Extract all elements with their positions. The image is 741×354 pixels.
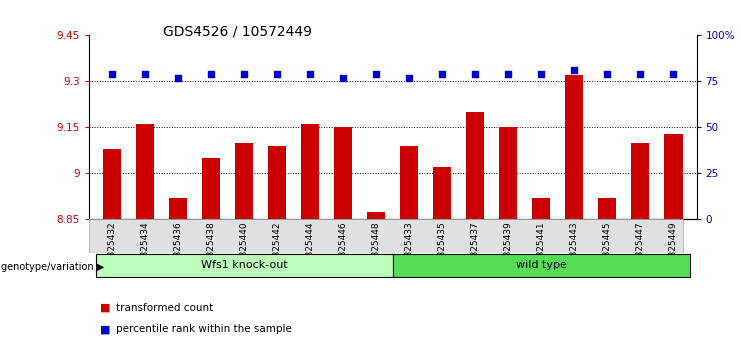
Point [436, 71, 448, 77]
Point [139, 71, 151, 77]
Bar [665, 133, 682, 219]
Text: GSM825438: GSM825438 [207, 221, 216, 276]
Bar [466, 112, 485, 219]
Point [602, 71, 614, 77]
Text: GSM825445: GSM825445 [603, 221, 612, 276]
Text: genotype/variation ▶: genotype/variation ▶ [1, 262, 104, 272]
Text: GSM825443: GSM825443 [570, 221, 579, 276]
Bar [96, 254, 393, 276]
Point [568, 68, 580, 73]
Text: GSM825436: GSM825436 [173, 221, 182, 276]
Text: GDS4526 / 10572449: GDS4526 / 10572449 [163, 25, 312, 39]
Text: GSM825439: GSM825439 [504, 221, 513, 276]
Text: GSM825449: GSM825449 [669, 221, 678, 276]
Bar [334, 127, 352, 219]
Text: percentile rank within the sample: percentile rank within the sample [116, 324, 292, 334]
Text: GSM825434: GSM825434 [141, 221, 150, 276]
Text: GSM825433: GSM825433 [405, 221, 413, 276]
Text: GSM825440: GSM825440 [239, 221, 249, 276]
Bar [268, 146, 286, 219]
Text: GSM825441: GSM825441 [536, 221, 546, 276]
Bar [565, 75, 583, 219]
Text: ■: ■ [100, 324, 110, 334]
Point [271, 71, 283, 77]
Point [205, 71, 217, 77]
Bar [136, 124, 154, 219]
Text: wild type: wild type [516, 260, 567, 270]
Point [403, 75, 415, 81]
Point [634, 71, 646, 77]
Bar [499, 127, 517, 219]
Point [172, 75, 184, 81]
Bar [433, 167, 451, 219]
Point [370, 71, 382, 77]
Point [668, 71, 679, 77]
Text: transformed count: transformed count [116, 303, 213, 313]
Text: ■: ■ [100, 303, 110, 313]
Point [536, 71, 548, 77]
Text: GSM825432: GSM825432 [107, 221, 116, 276]
Text: GSM825448: GSM825448 [372, 221, 381, 276]
Bar [532, 198, 551, 219]
Text: GSM825444: GSM825444 [306, 221, 315, 276]
Bar [631, 143, 649, 219]
Text: GSM825435: GSM825435 [438, 221, 447, 276]
Bar [367, 212, 385, 219]
Bar [103, 149, 121, 219]
Text: GSM825437: GSM825437 [471, 221, 479, 276]
Text: GSM825447: GSM825447 [636, 221, 645, 276]
Bar [400, 146, 419, 219]
Bar [202, 158, 220, 219]
Point [305, 71, 316, 77]
Bar [235, 143, 253, 219]
Bar [301, 124, 319, 219]
Text: Wfs1 knock-out: Wfs1 knock-out [201, 260, 288, 270]
Bar [598, 198, 617, 219]
Bar [169, 198, 187, 219]
Text: GSM825446: GSM825446 [339, 221, 348, 276]
Point [469, 71, 481, 77]
Point [238, 71, 250, 77]
Text: GSM825442: GSM825442 [273, 221, 282, 276]
Point [106, 71, 118, 77]
Bar [393, 254, 690, 276]
Point [502, 71, 514, 77]
Point [337, 75, 349, 81]
